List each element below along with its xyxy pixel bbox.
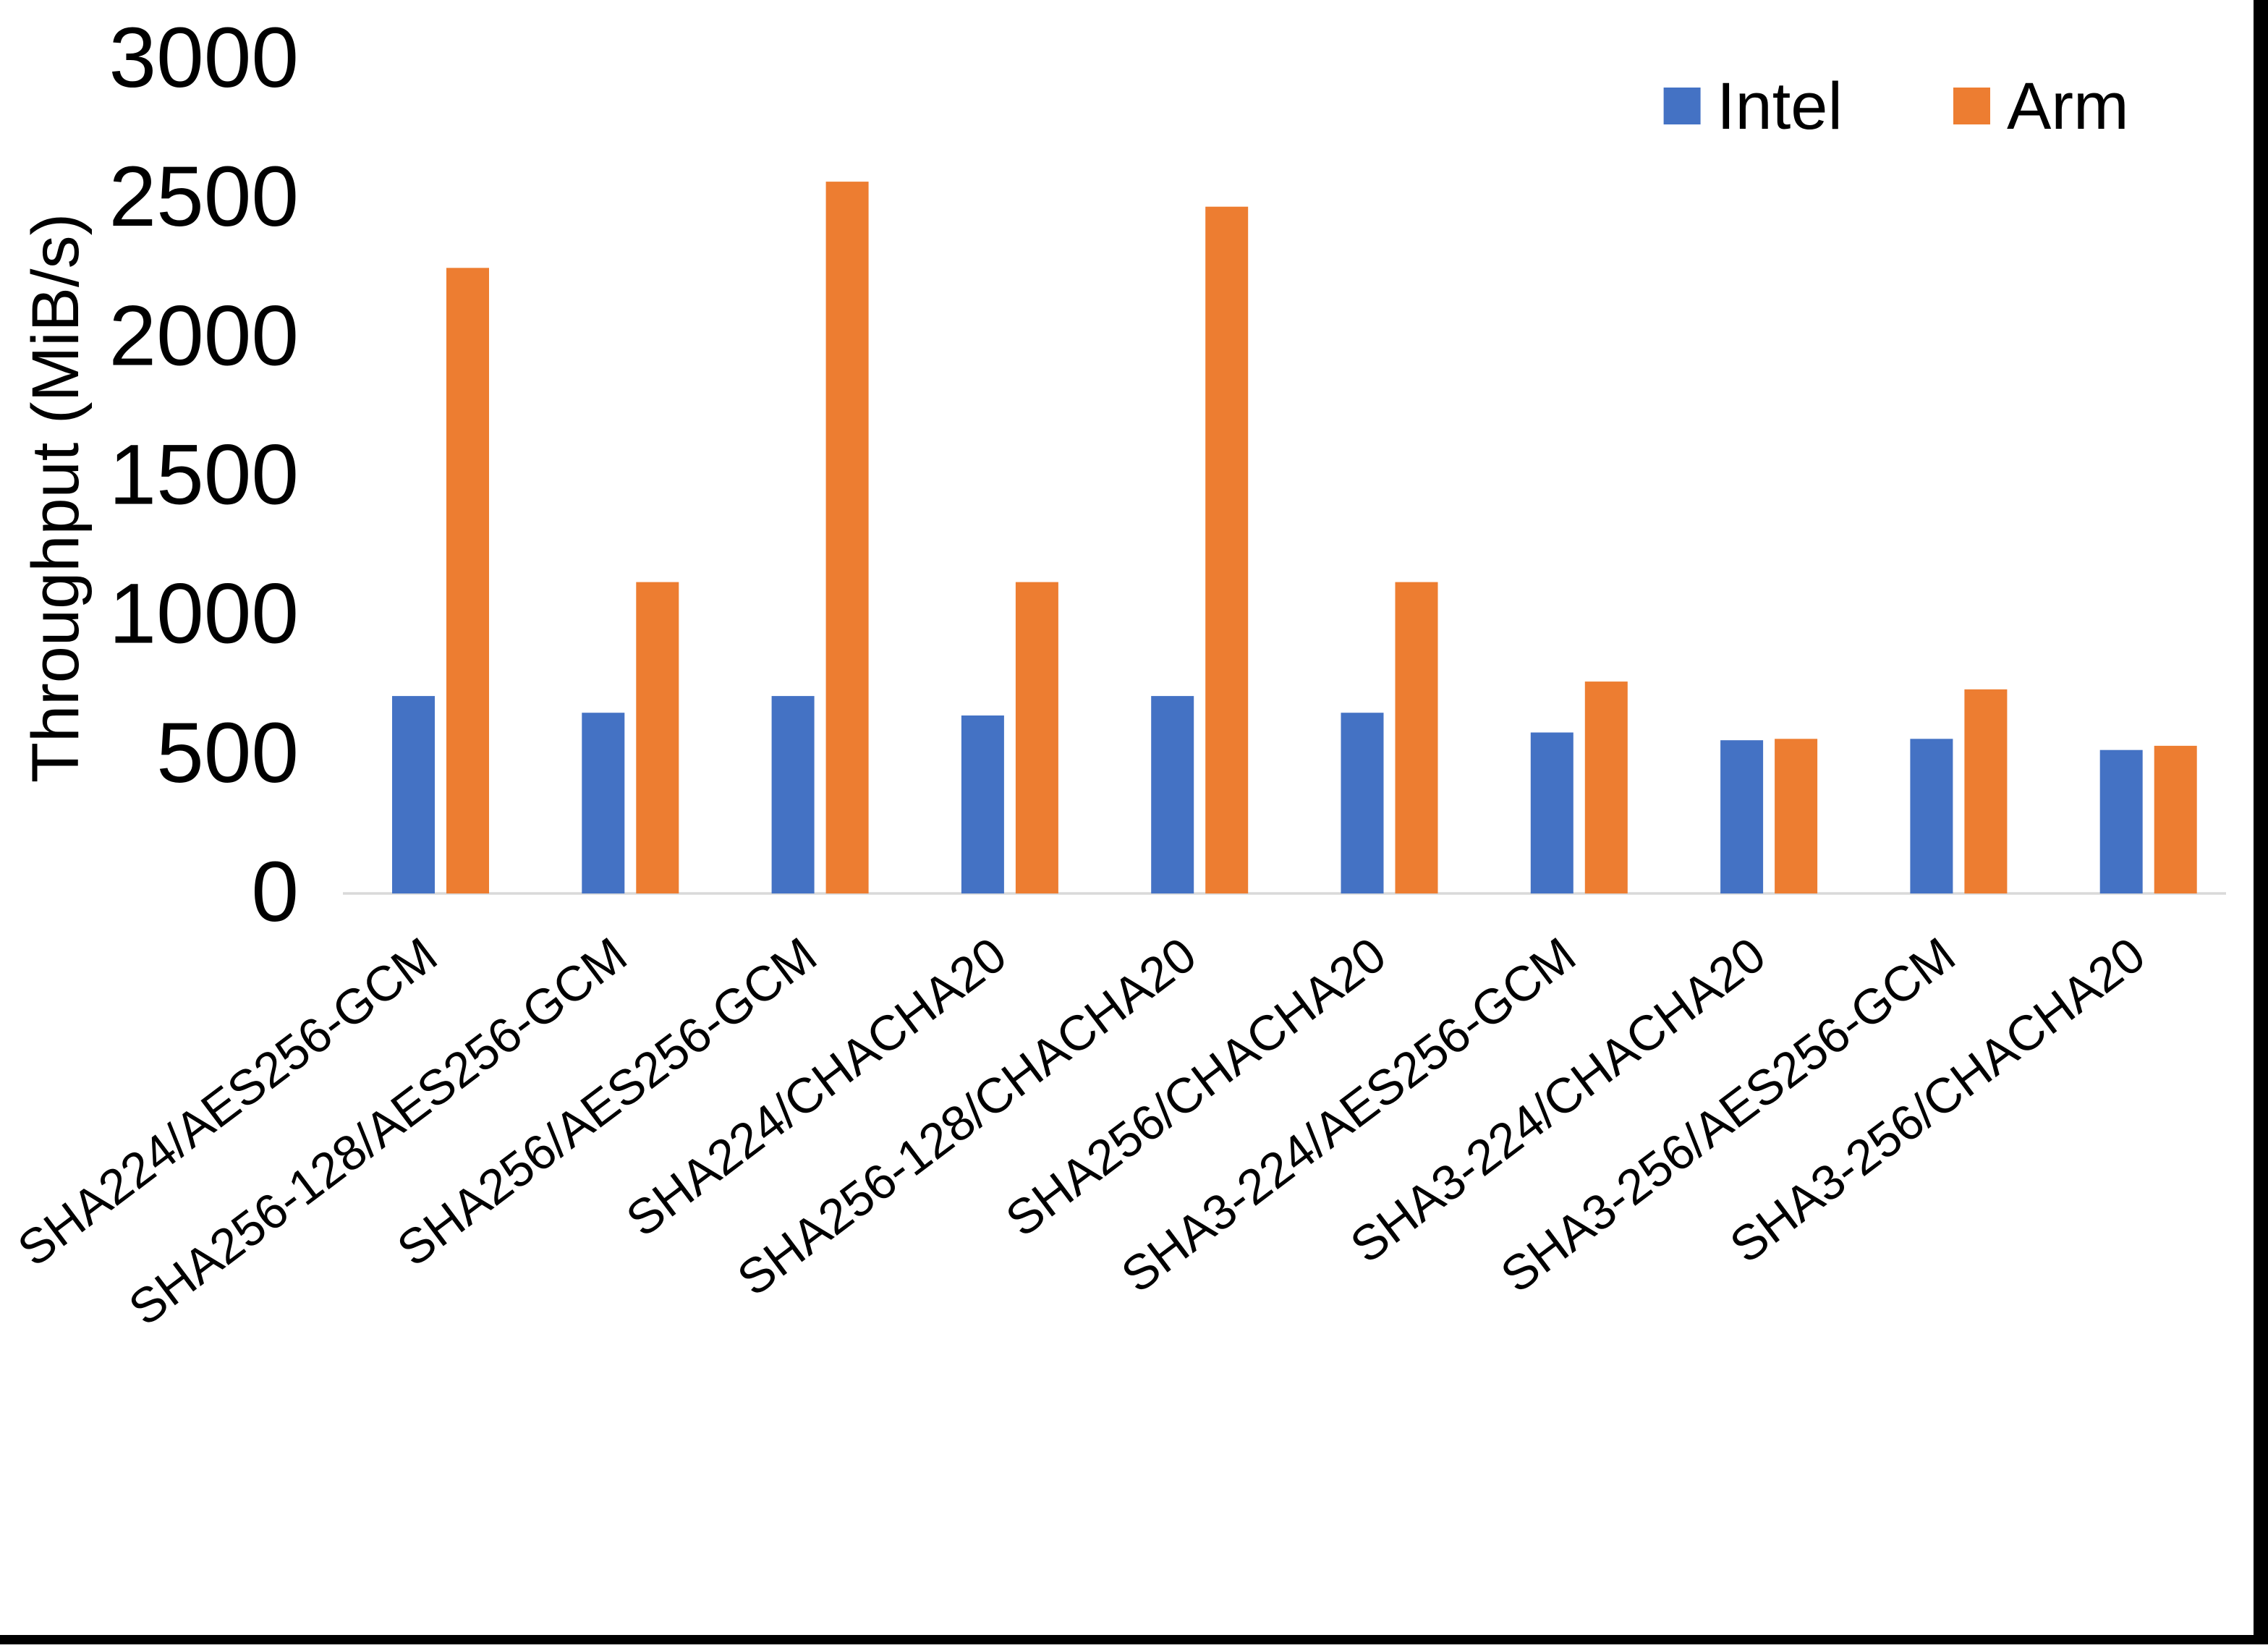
svg-text:500: 500: [156, 705, 299, 801]
svg-text:1000: 1000: [109, 566, 299, 662]
svg-text:1500: 1500: [109, 428, 299, 523]
svg-text:Throughput (MiB/s): Throughput (MiB/s): [19, 213, 93, 783]
svg-text:2000: 2000: [109, 288, 299, 383]
svg-text:Intel: Intel: [1717, 69, 1843, 143]
svg-text:Arm: Arm: [2007, 69, 2129, 143]
svg-text:2500: 2500: [109, 149, 299, 245]
svg-text:0: 0: [251, 844, 299, 940]
svg-text:3000: 3000: [109, 10, 299, 106]
